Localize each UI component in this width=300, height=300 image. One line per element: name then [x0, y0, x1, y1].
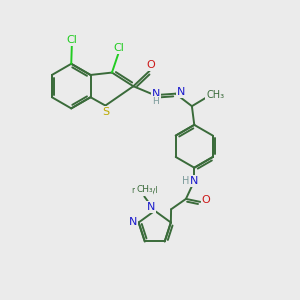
Text: methyl: methyl	[131, 186, 158, 195]
Text: H: H	[152, 97, 159, 106]
Text: Cl: Cl	[66, 35, 77, 45]
Text: N: N	[128, 218, 137, 227]
Text: N: N	[190, 176, 199, 186]
Text: N: N	[152, 89, 160, 99]
Text: S: S	[103, 107, 110, 117]
Text: N: N	[147, 202, 155, 212]
Text: O: O	[202, 195, 211, 206]
Text: O: O	[146, 60, 155, 70]
Text: H: H	[182, 176, 190, 186]
Text: Cl: Cl	[113, 43, 124, 53]
Text: CH₃: CH₃	[136, 185, 153, 194]
Text: CH₃: CH₃	[206, 90, 224, 100]
Text: N: N	[176, 87, 185, 97]
